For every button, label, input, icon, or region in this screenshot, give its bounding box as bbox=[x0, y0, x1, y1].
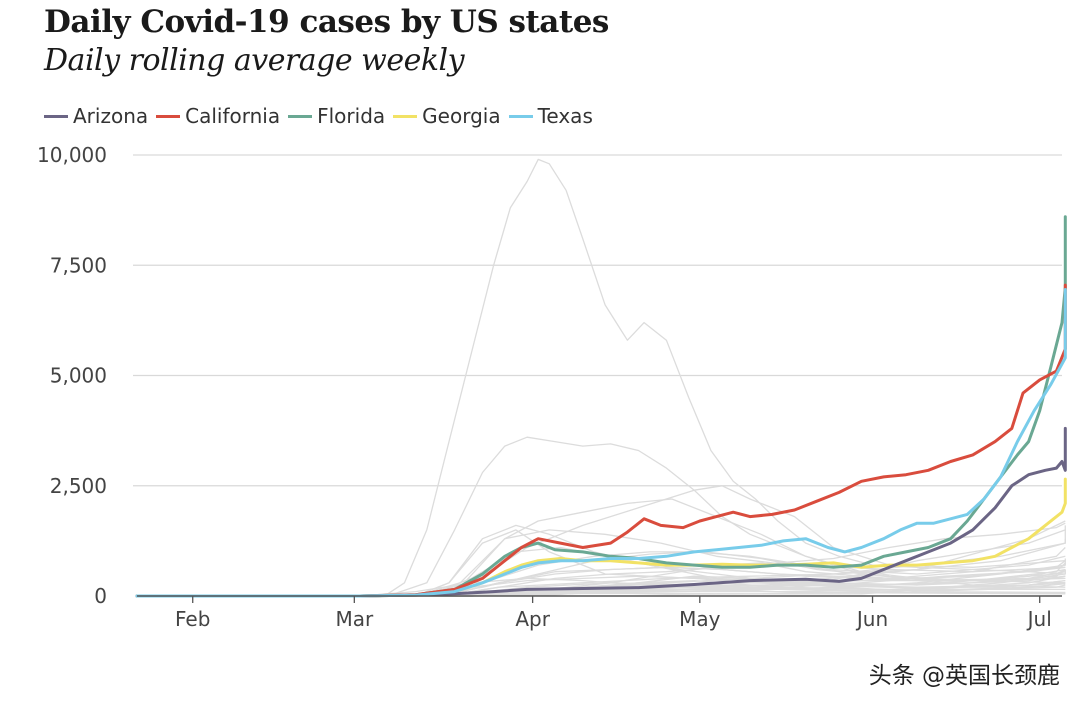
watermark: 头条 @英国长颈鹿 bbox=[868, 663, 1060, 689]
background-line-new-york bbox=[137, 158, 1066, 597]
series-line-california bbox=[135, 283, 1067, 598]
legend-item-georgia: Georgia bbox=[393, 104, 501, 128]
y-tick-label-2500: 2,500 bbox=[50, 474, 107, 498]
series-line-arizona bbox=[135, 426, 1067, 598]
highlighted-state-lines bbox=[135, 215, 1067, 598]
y-tick-label-10000: 10,000 bbox=[37, 143, 107, 167]
legend-label-florida: Florida bbox=[317, 104, 386, 128]
series-line-florida bbox=[135, 215, 1067, 598]
background-line-new-jersey bbox=[137, 436, 1066, 597]
legend-swatch-florida bbox=[288, 114, 313, 118]
legend-swatch-california bbox=[156, 114, 181, 118]
background-line-illinois bbox=[137, 485, 1066, 597]
x-tick-label-jun: Jun bbox=[855, 607, 888, 631]
legend-item-arizona: Arizona bbox=[44, 104, 148, 128]
chart-subtitle: Daily rolling average weekly bbox=[44, 43, 465, 78]
x-tick-label-mar: Mar bbox=[335, 607, 374, 631]
legend-label-texas: Texas bbox=[537, 104, 593, 128]
x-tick-label-feb: Feb bbox=[175, 607, 210, 631]
background-line-tennessee bbox=[137, 529, 1066, 597]
legend-label-california: California bbox=[185, 104, 281, 128]
x-tick-label-apr: Apr bbox=[515, 607, 550, 631]
x-tick-label-may: May bbox=[679, 607, 721, 631]
chart-title: Daily Covid-19 cases by US states bbox=[44, 4, 609, 40]
legend-label-georgia: Georgia bbox=[422, 104, 501, 128]
y-tick-label-5000: 5,000 bbox=[50, 364, 107, 388]
legend-swatch-texas bbox=[508, 114, 533, 118]
series-line-texas bbox=[135, 288, 1067, 598]
legend-item-florida: Florida bbox=[288, 104, 385, 128]
chart-legend: Arizona California Florida Georgia Texas bbox=[44, 104, 601, 128]
legend-swatch-georgia bbox=[393, 114, 418, 118]
y-tick-label-7500: 7,500 bbox=[50, 253, 107, 277]
legend-swatch-arizona bbox=[44, 114, 68, 118]
legend-item-california: California bbox=[156, 104, 280, 128]
legend-item-texas: Texas bbox=[508, 104, 593, 128]
gridlines bbox=[133, 154, 1062, 487]
x-tick-label-jul: Jul bbox=[1026, 607, 1052, 631]
background-state-lines bbox=[137, 158, 1066, 597]
legend-label-arizona: Arizona bbox=[73, 104, 149, 128]
y-tick-label-0: 0 bbox=[94, 584, 107, 608]
axes: 0 2,500 5,000 7,500 10,000 Feb Mar Apr May Jun Jul bbox=[37, 143, 1062, 631]
